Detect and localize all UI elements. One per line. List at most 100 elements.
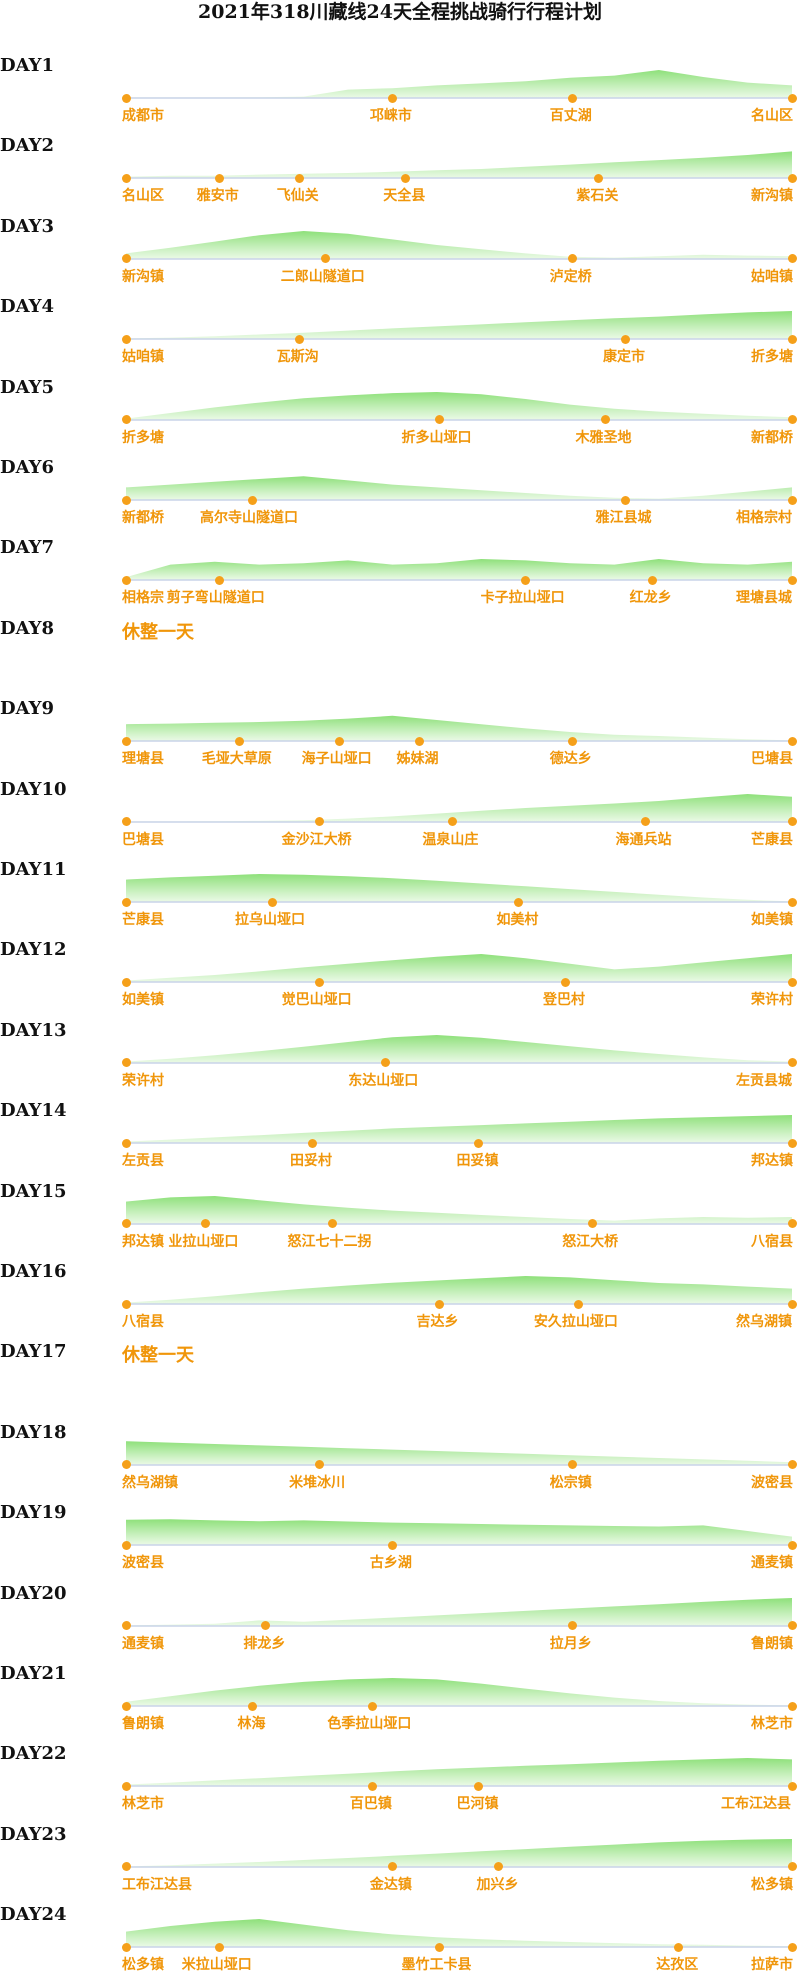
stop-marker (121, 1299, 131, 1309)
stop-label: 名山区 (751, 108, 793, 124)
stop-marker (121, 977, 131, 987)
day-row: DAY2 名山区 雅安市 飞仙关 天全县 紫石关 新沟镇 (0, 123, 800, 205)
stop-marker (787, 1460, 797, 1470)
day-row: DAY6 新都桥 高尔寺山隧道口 雅江县城 相格宗村 (0, 445, 800, 526)
stop-label: 飞仙关 (276, 188, 319, 205)
stop-marker (387, 1862, 397, 1872)
stop-label: 芒康县 (751, 831, 793, 848)
stop-label: 松多镇 (751, 1876, 793, 1893)
stop-label: 紫石关 (576, 188, 619, 205)
stop-marker (214, 1942, 224, 1952)
day-label: DAY6 (0, 457, 55, 478)
day-row: DAY4 姑咱镇 瓦斯沟 康定市 折多塘 (0, 284, 800, 366)
day-label: DAY11 (0, 859, 67, 880)
day-row: DAY23 工布江达县 金达镇 加兴乡 松多镇 (0, 1812, 800, 1893)
stop-marker (787, 817, 797, 827)
stop-label: 邦达镇 (122, 1233, 164, 1250)
stop-label: 古乡湖 (369, 1555, 412, 1572)
elevation-area (126, 874, 792, 902)
stop-label: 如美村 (496, 912, 539, 928)
stop-label: 理塘县 (122, 751, 164, 768)
stop-marker (447, 817, 457, 827)
stop-label: 新沟镇 (122, 268, 164, 285)
stop-label: 理塘县城 (736, 590, 792, 607)
stop-marker (401, 173, 411, 183)
stop-marker (248, 1701, 258, 1711)
stop-label: 海子山垭口 (301, 751, 372, 768)
stop-marker (621, 334, 630, 344)
stop-marker (121, 897, 131, 907)
stop-label: 姑咱镇 (122, 349, 164, 366)
stop-label: 拉月乡 (549, 1635, 592, 1652)
stop-label: 剪子弯山隧道口 (166, 590, 265, 607)
elevation-area (126, 1678, 792, 1706)
day-label: DAY13 (0, 1019, 67, 1041)
day-row: DAY24 松多镇 米拉山垭口 墨竹工卡县 达孜区 拉萨市 (0, 1892, 800, 1974)
day-label: DAY7 (0, 537, 55, 559)
stop-label: 松宗镇 (549, 1474, 592, 1491)
elevation-area (126, 311, 792, 340)
day-label: DAY20 (0, 1582, 67, 1604)
elevation-profile (126, 1519, 792, 1546)
stop-marker (787, 1862, 797, 1872)
stop-marker (121, 334, 131, 344)
elevation-area (126, 1195, 792, 1224)
elevation-profile (126, 1034, 792, 1064)
stop-marker (261, 1621, 271, 1631)
stop-marker (327, 1219, 337, 1229)
stop-marker (787, 1058, 797, 1068)
stop-label: 米拉山垭口 (181, 1957, 252, 1974)
day-row: DAY3 新沟镇 二郎山隧道口 泸定桥 姑咱镇 (0, 204, 800, 285)
stop-label: 吉达乡 (416, 1314, 459, 1330)
stop-marker (321, 254, 331, 264)
stop-marker (787, 1138, 797, 1148)
elevation-area (126, 1440, 792, 1465)
stop-marker (268, 897, 278, 907)
day-label: DAY18 (0, 1421, 67, 1443)
day-label: DAY21 (0, 1663, 67, 1684)
day-row: DAY13 荣许村 东达山垭口 左贡县城 (0, 1008, 800, 1089)
stop-label: 邛崃市 (369, 108, 412, 124)
elevation-profile (126, 954, 792, 984)
day-label: DAY17 (0, 1341, 67, 1363)
stop-marker (474, 1781, 484, 1791)
day-label: DAY3 (0, 215, 55, 237)
stop-marker (494, 1862, 504, 1872)
stop-label: 百巴镇 (349, 1796, 392, 1813)
stop-marker (674, 1942, 684, 1952)
stop-marker (214, 173, 224, 183)
stop-marker (314, 977, 324, 987)
stop-label: 色季拉山垭口 (327, 1716, 412, 1732)
stop-label: 雅安市 (196, 188, 239, 205)
stop-label: 泸定桥 (549, 268, 592, 285)
stop-marker (787, 1299, 797, 1309)
stop-label: 金达镇 (369, 1876, 412, 1893)
stop-marker (314, 1460, 324, 1470)
stop-label: 折多山垭口 (401, 429, 472, 446)
day-row: DAY14 左贡县 田妥村 田妥镇 邦达镇 (0, 1088, 800, 1169)
stop-marker (601, 415, 611, 425)
stop-label: 金沙江大桥 (281, 831, 352, 848)
stop-label: 鲁朗镇 (751, 1635, 793, 1652)
elevation-area (126, 793, 792, 822)
stop-marker (561, 977, 571, 987)
stop-label: 林芝市 (751, 1716, 793, 1732)
stop-label: 工布江达县 (721, 1796, 791, 1813)
stop-label: 八宿县 (751, 1233, 793, 1250)
elevation-area (126, 1519, 792, 1546)
day-row: DAY5 折多塘 折多山垭口 木雅圣地 新都桥 (0, 365, 800, 446)
elevation-profile (126, 476, 792, 501)
stop-marker (121, 575, 131, 585)
day-label: DAY24 (0, 1904, 67, 1926)
elevation-profile (126, 715, 792, 742)
stop-label: 卡子拉山垭口 (480, 590, 565, 607)
stop-label: 波密县 (751, 1474, 793, 1491)
elevation-profile (126, 1597, 792, 1627)
day-label: DAY19 (0, 1502, 67, 1524)
stop-marker (121, 1862, 131, 1872)
day-label: DAY1 (0, 55, 55, 76)
stop-label: 康定市 (603, 349, 645, 366)
elevation-area (126, 715, 792, 742)
day-label: DAY4 (0, 296, 55, 318)
stop-marker (787, 1701, 797, 1711)
